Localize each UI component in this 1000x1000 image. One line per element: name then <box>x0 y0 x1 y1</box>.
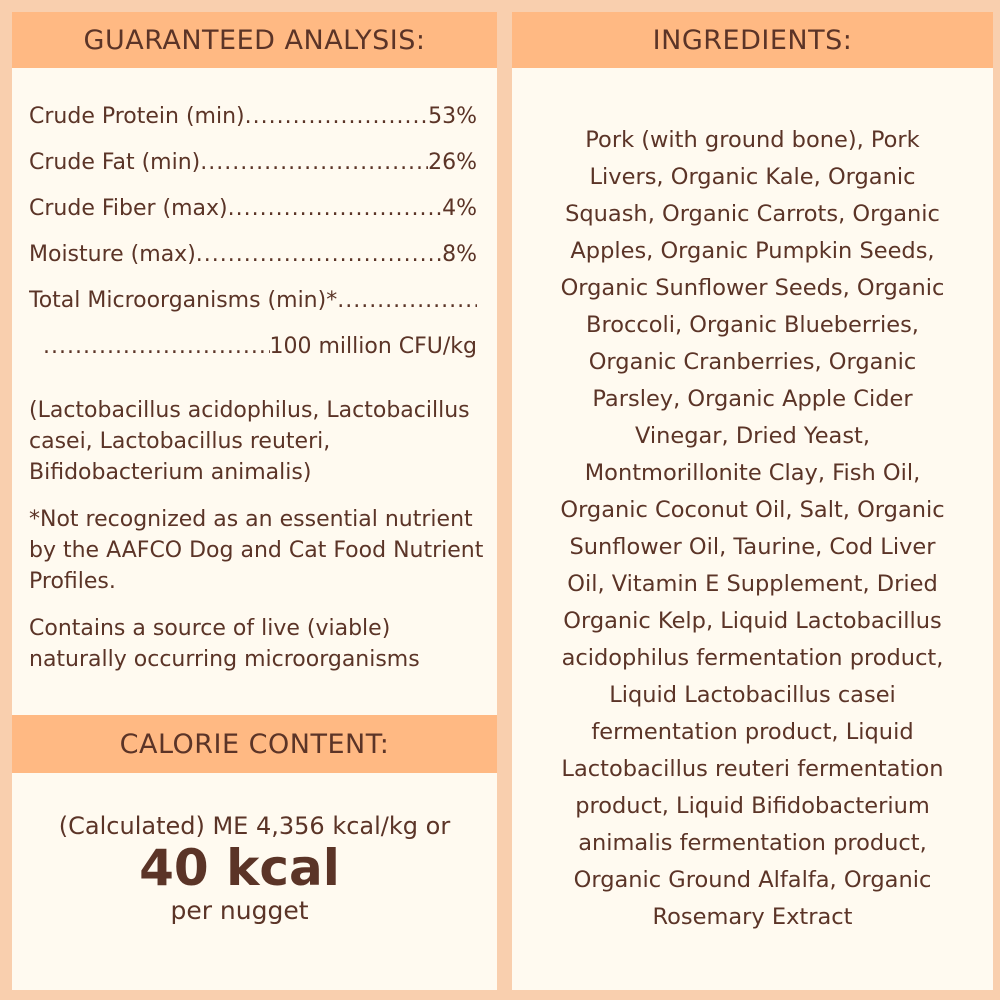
live-microorganisms-note: Contains a source of live (viable) natur… <box>29 616 420 672</box>
guaranteed-analysis-heading: GUARANTEED ANALYSIS: <box>12 12 497 68</box>
ingredients-line: Organic Ground Alfalfa, Organic <box>573 867 932 893</box>
ingredients-line: Organic Coconut Oil, Salt, Organic <box>560 497 945 523</box>
row-label: Moisture (max) <box>29 242 196 267</box>
calorie-line: (Calculated) ME 4,356 kcal/kg or <box>58 812 451 840</box>
ingredients-line: Lactobacillus reuteri fermentation <box>561 756 944 782</box>
calorie-content-heading: CALORIE CONTENT: <box>12 715 497 773</box>
dot-leader <box>337 288 477 313</box>
ingredients-panel: INGREDIENTS: Pork (with ground bone), Po… <box>512 12 993 990</box>
ingredients-list: Pork (with ground bone), Pork Livers, Org… <box>512 122 993 936</box>
dot-leader <box>196 242 442 267</box>
dot-leader <box>228 196 442 221</box>
dot-leader <box>200 150 428 175</box>
analysis-row: Crude Fiber (max) 4% <box>29 196 477 242</box>
row-label: Crude Fiber (max) <box>29 196 228 221</box>
row-label: Crude Protein (min) <box>29 104 245 129</box>
analysis-row-continued: 100 million CFU/kg <box>29 334 478 380</box>
ingredients-line: Montmorillonite Clay, Fish Oil, <box>584 460 921 486</box>
dot-leader <box>245 104 428 129</box>
row-value: 100 million CFU/kg <box>269 334 478 359</box>
calorie-big-value: 40 kcal <box>139 839 340 897</box>
ingredients-line: Organic Cranberries, Organic <box>588 349 917 375</box>
row-value: 26% <box>428 150 477 175</box>
analysis-row: Moisture (max) 8% <box>29 242 477 288</box>
ingredients-line: Liquid Lactobacillus casei <box>609 682 896 708</box>
ingredients-heading: INGREDIENTS: <box>512 12 993 68</box>
row-label: Total Microorganisms (min)* <box>29 288 338 313</box>
calorie-unit: per nugget <box>170 896 309 925</box>
calorie-content: (Calculated) ME 4,356 kcal/kg or 40 kcal… <box>12 812 497 925</box>
ingredients-line: animalis fermentation product, <box>578 830 927 856</box>
ingredients-line: Organic Kelp, Liquid Lactobacillus <box>563 608 942 634</box>
ingredients-line: Organic Sunflower Seeds, Organic <box>560 275 945 301</box>
ingredients-line: Rosemary Extract <box>652 904 853 930</box>
dot-leader <box>43 334 270 359</box>
ingredients-line: Vinegar, Dried Yeast, <box>634 423 871 449</box>
ingredients-line: Parsley, Organic Apple Cider <box>592 386 913 412</box>
ingredients-line: Squash, Organic Carrots, Organic <box>565 201 940 227</box>
row-label: Crude Fat (min) <box>29 150 201 175</box>
analysis-row: Crude Fat (min) 26% <box>29 150 477 196</box>
ingredients-line: Oil, Vitamin E Supplement, Dried <box>567 571 938 597</box>
analysis-table: Crude Protein (min) 53% Crude Fat (min) 26… <box>29 104 477 380</box>
ingredients-line: Sunflower Oil, Taurine, Cod Liver <box>569 534 936 560</box>
strains-text: (Lactobacillus acidophilus, Lactobacillu… <box>29 398 470 485</box>
ingredients-line: Pork (with ground bone), Pork <box>585 127 920 153</box>
ingredients-line: Broccoli, Organic Blueberries, <box>586 312 919 338</box>
ingredients-line: fermentation product, Liquid <box>591 719 914 745</box>
row-value: 53% <box>428 104 477 129</box>
ingredients-line: Apples, Organic Pumpkin Seeds, <box>570 238 935 264</box>
guaranteed-analysis-panel: GUARANTEED ANALYSIS: Crude Protein (min)… <box>12 12 497 990</box>
analysis-row: Crude Protein (min) 53% <box>29 104 477 150</box>
footnote-text: *Not recognized as an essential nutrient… <box>29 507 484 594</box>
row-value: 4% <box>442 196 477 221</box>
row-value: 8% <box>442 242 477 267</box>
analysis-row: Total Microorganisms (min)* <box>29 288 477 334</box>
ingredients-line: Livers, Organic Kale, Organic <box>589 164 916 190</box>
ingredients-line: product, Liquid Bifidobacterium <box>575 793 930 819</box>
ingredients-line: acidophilus fermentation product, <box>561 645 944 671</box>
